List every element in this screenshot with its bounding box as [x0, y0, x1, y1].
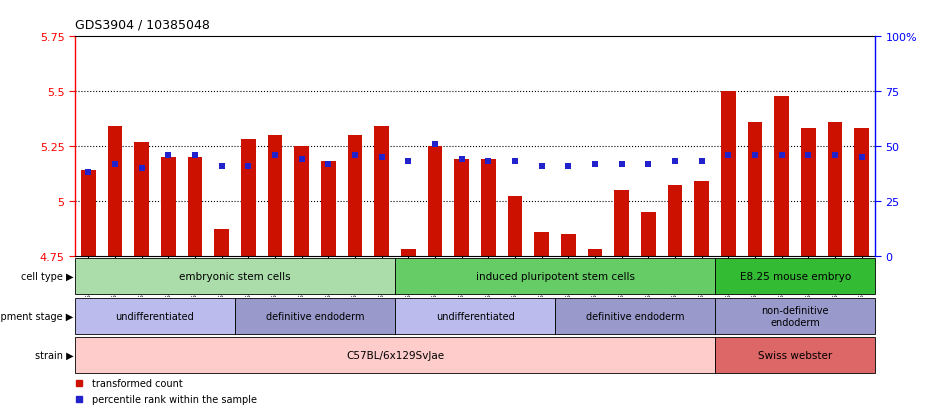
- Bar: [75, 298, 235, 334]
- Bar: [395, 259, 715, 294]
- Bar: [108, 127, 123, 256]
- Text: undifferentiated: undifferentiated: [115, 311, 195, 321]
- Bar: [75, 337, 715, 373]
- Text: development stage ▶: development stage ▶: [0, 311, 74, 321]
- Bar: [715, 298, 875, 334]
- Bar: [161, 158, 176, 256]
- Bar: [855, 129, 870, 256]
- Text: Swiss webster: Swiss webster: [758, 350, 832, 360]
- Text: transformed count: transformed count: [93, 378, 183, 388]
- Bar: [774, 96, 789, 256]
- Bar: [715, 259, 875, 294]
- Bar: [507, 197, 522, 256]
- Bar: [555, 298, 715, 334]
- Bar: [235, 298, 395, 334]
- Bar: [614, 190, 629, 256]
- Text: percentile rank within the sample: percentile rank within the sample: [93, 394, 257, 404]
- Bar: [588, 249, 603, 256]
- Bar: [347, 136, 362, 256]
- Bar: [715, 337, 875, 373]
- Text: definitive endoderm: definitive endoderm: [266, 311, 364, 321]
- Bar: [721, 92, 736, 256]
- Bar: [241, 140, 256, 256]
- Bar: [748, 123, 763, 256]
- Bar: [214, 230, 229, 256]
- Text: embryonic stem cells: embryonic stem cells: [179, 272, 291, 282]
- Bar: [695, 182, 709, 256]
- Bar: [134, 142, 149, 256]
- Text: definitive endoderm: definitive endoderm: [586, 311, 684, 321]
- Bar: [481, 160, 496, 256]
- Text: undifferentiated: undifferentiated: [435, 311, 515, 321]
- Bar: [534, 232, 549, 256]
- Text: cell type ▶: cell type ▶: [21, 272, 74, 282]
- Bar: [80, 171, 95, 256]
- Text: induced pluripotent stem cells: induced pluripotent stem cells: [475, 272, 635, 282]
- Text: strain ▶: strain ▶: [35, 350, 74, 360]
- Bar: [395, 298, 555, 334]
- Bar: [268, 136, 283, 256]
- Bar: [294, 147, 309, 256]
- Bar: [321, 162, 336, 256]
- Bar: [827, 123, 842, 256]
- Text: E8.25 mouse embryo: E8.25 mouse embryo: [739, 272, 851, 282]
- Bar: [801, 129, 816, 256]
- Bar: [75, 259, 395, 294]
- Bar: [561, 234, 576, 256]
- Bar: [401, 249, 416, 256]
- Text: GDS3904 / 10385048: GDS3904 / 10385048: [75, 19, 210, 32]
- Bar: [374, 127, 389, 256]
- Bar: [667, 186, 682, 256]
- Bar: [454, 160, 469, 256]
- Text: C57BL/6x129SvJae: C57BL/6x129SvJae: [346, 350, 444, 360]
- Bar: [641, 212, 656, 256]
- Text: non-definitive
endoderm: non-definitive endoderm: [761, 305, 829, 327]
- Bar: [187, 158, 202, 256]
- Bar: [428, 147, 443, 256]
